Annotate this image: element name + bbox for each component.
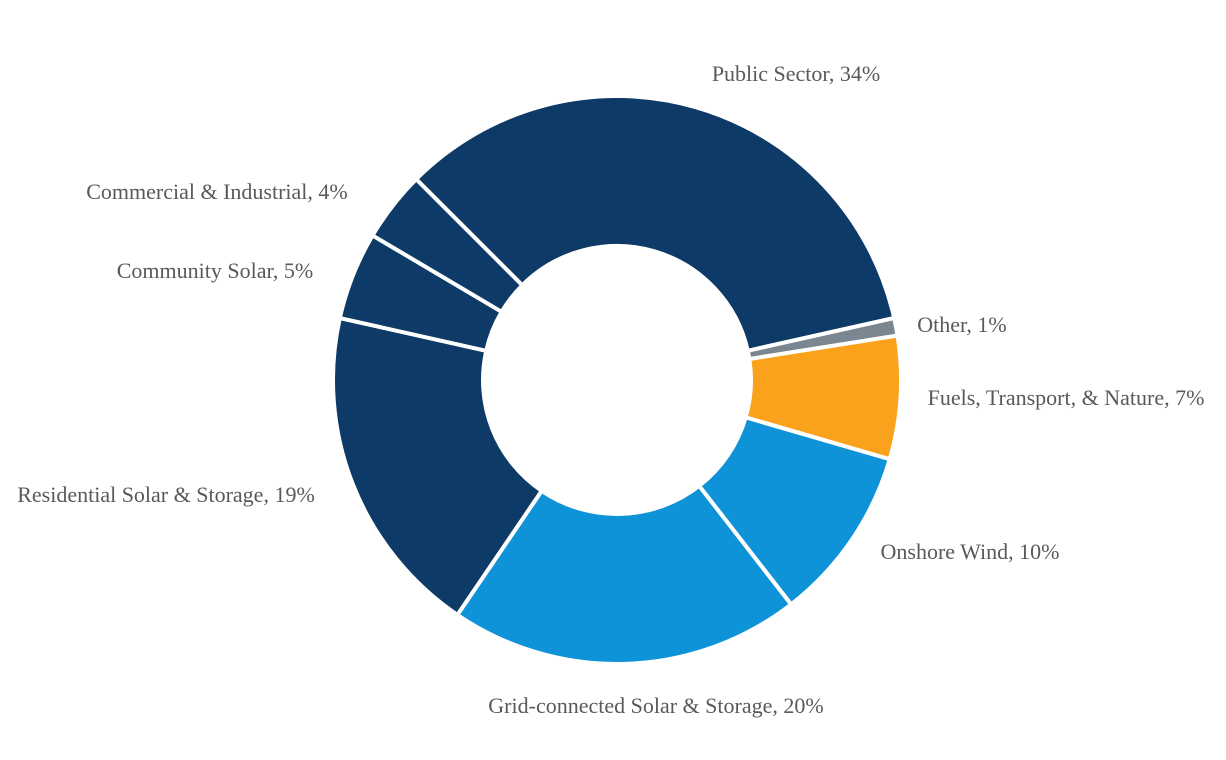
donut-slice-grid-connected-solar-storage [455, 483, 794, 666]
donut-slice-public-sector [414, 94, 897, 353]
donut-slice-commercial-industrial [370, 177, 525, 314]
donut-slice-residential-solar-storage [331, 316, 544, 617]
